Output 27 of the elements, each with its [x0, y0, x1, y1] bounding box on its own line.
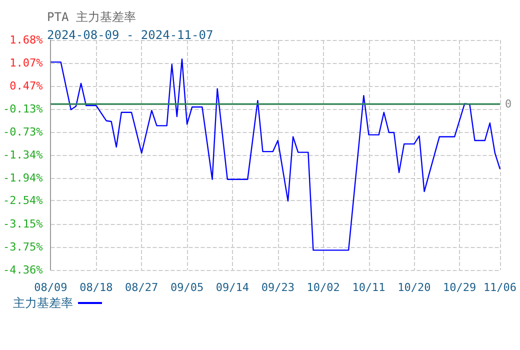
- x-tick-label: 08/27: [125, 281, 158, 294]
- x-tick-label: 09/14: [216, 281, 250, 294]
- x-tick-label: 08/18: [80, 281, 113, 294]
- y-tick-label: -3.15%: [2, 217, 44, 230]
- line-series: [50, 58, 501, 251]
- chart-subtitle: 2024-08-09 - 2024-11-07: [47, 28, 214, 42]
- x-tick-label: 10/11: [352, 281, 386, 294]
- x-tick-label: 09/23: [261, 281, 294, 294]
- y-tick-label: -1.34%: [2, 148, 44, 162]
- x-tick-label: 11/06: [483, 281, 517, 294]
- x-tick-label: 10/29: [443, 281, 476, 294]
- y-tick-label: 1.68%: [10, 34, 44, 46]
- y-tick-label: -0.73%: [2, 125, 44, 138]
- y-tick-label: -2.54%: [2, 194, 44, 208]
- y-tick-label: 0.47%: [10, 80, 44, 93]
- x-tick-label: 10/02: [306, 281, 340, 294]
- chart-title: PTA 主力基差率: [47, 10, 136, 24]
- y-tick-label: -1.94%: [2, 171, 44, 184]
- y-tick-label: -4.36%: [2, 264, 44, 276]
- y-tick-label: -0.13%: [2, 102, 44, 116]
- ref-line-label: 0: [505, 97, 512, 110]
- x-tick-label: 08/09: [34, 281, 68, 294]
- x-tick-label: 09/05: [170, 281, 204, 294]
- y-tick-label: 1.07%: [10, 56, 44, 70]
- legend-label: 主力基差率: [13, 296, 73, 310]
- y-tick-label: -3.75%: [2, 240, 44, 254]
- x-tick-label: 10/20: [398, 281, 431, 294]
